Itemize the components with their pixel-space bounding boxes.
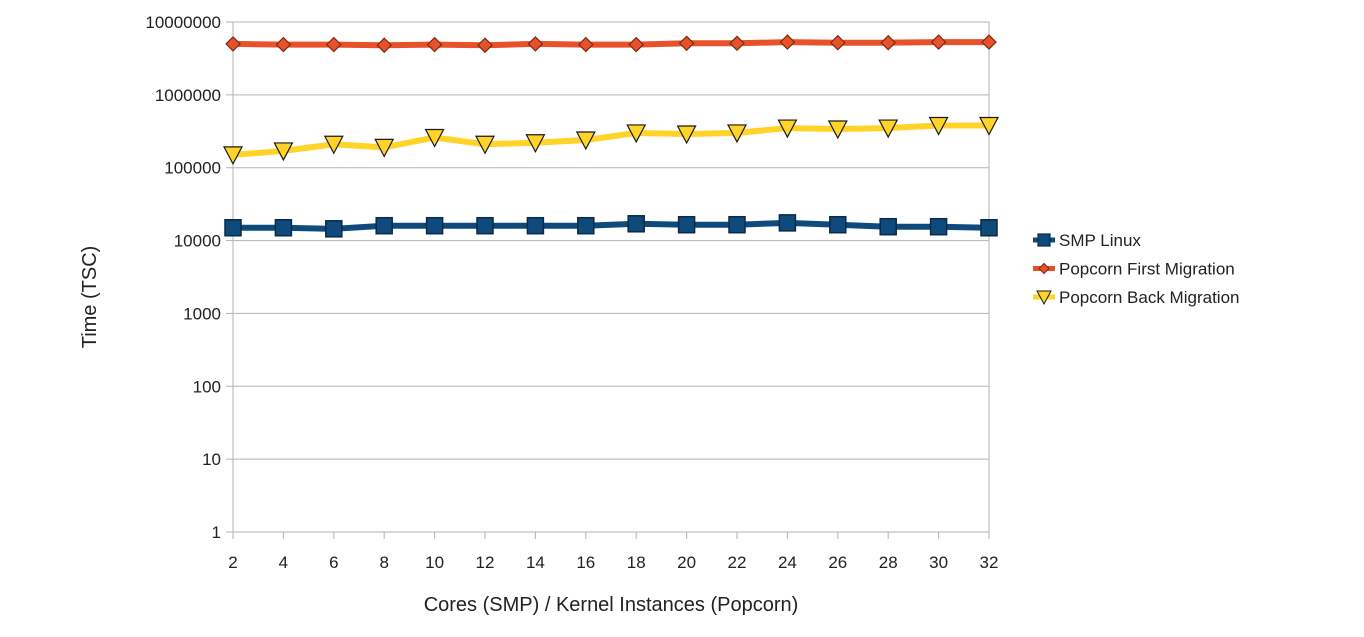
x-tick-label: 8	[379, 553, 388, 572]
y-tick-label: 10000000	[145, 13, 221, 32]
data-point	[274, 218, 293, 237]
data-point	[224, 218, 242, 237]
data-point	[424, 128, 445, 148]
legend-label: SMP Linux	[1059, 231, 1141, 250]
data-point	[829, 34, 846, 51]
x-tick-label: 2	[228, 553, 237, 572]
data-point	[628, 36, 645, 53]
series-smp-linux	[224, 214, 998, 238]
series-lines	[223, 34, 999, 238]
legend-marker	[1036, 290, 1052, 306]
data-point	[778, 214, 797, 232]
data-point	[375, 216, 393, 235]
data-point	[676, 125, 697, 145]
data-point	[477, 37, 493, 54]
y-tick-label: 100	[193, 377, 221, 396]
data-point	[476, 216, 494, 235]
data-point	[577, 36, 594, 53]
y-tick-label: 10	[202, 450, 221, 469]
legend-item: Popcorn First Migration	[1033, 260, 1235, 279]
x-tick-label: 22	[728, 553, 747, 572]
data-point	[981, 34, 997, 50]
y-axis-title: Time (TSC)	[79, 246, 101, 349]
data-point	[376, 37, 393, 54]
x-tick-label: 14	[526, 553, 545, 572]
series-popcorn-back-migration	[223, 116, 999, 166]
series-line	[232, 39, 989, 49]
x-tick-label: 18	[627, 553, 646, 572]
data-point	[323, 135, 344, 155]
x-tick-label: 12	[476, 553, 495, 572]
data-point	[425, 216, 444, 235]
data-point	[930, 34, 947, 50]
data-point	[325, 220, 343, 238]
x-tick-label: 20	[677, 553, 696, 572]
x-tick-label: 24	[778, 553, 797, 572]
legend-item: Popcorn Back Migration	[1033, 288, 1239, 307]
data-point	[880, 34, 897, 51]
data-point	[527, 36, 544, 52]
data-point	[929, 217, 948, 236]
data-point	[878, 119, 899, 139]
x-tick-label: 16	[576, 553, 595, 572]
legend-marker	[1037, 233, 1051, 247]
data-point	[979, 116, 999, 136]
y-tick-label: 100000	[164, 159, 221, 178]
x-axis-title: Cores (SMP) / Kernel Instances (Popcorn)	[424, 594, 799, 616]
data-point	[374, 138, 395, 158]
series-line	[232, 122, 989, 158]
x-tick-label: 28	[879, 553, 898, 572]
data-point	[980, 218, 998, 237]
data-point	[928, 116, 949, 136]
data-point	[627, 215, 645, 233]
series-popcorn-first-migration	[225, 34, 997, 54]
data-point	[426, 36, 443, 53]
data-point	[275, 36, 292, 53]
data-point	[526, 216, 545, 235]
legend-marker	[1038, 262, 1050, 275]
y-tick-label: 1000000	[155, 86, 221, 105]
data-point	[475, 135, 495, 155]
data-point	[273, 142, 294, 162]
y-tick-label: 1	[212, 523, 221, 542]
series-line	[233, 219, 990, 232]
legend: SMP Linux Popcorn First Migration Popcorn …	[1033, 231, 1239, 307]
data-point	[779, 34, 796, 50]
x-tick-label: 26	[828, 553, 847, 572]
data-point	[525, 134, 546, 154]
data-point	[728, 215, 746, 234]
data-point	[575, 131, 596, 151]
data-point	[626, 124, 647, 144]
data-point	[827, 120, 848, 140]
data-point	[678, 35, 695, 52]
x-tick-label: 10	[425, 553, 444, 572]
data-point	[829, 215, 847, 234]
y-tick-label: 1000	[183, 304, 221, 323]
y-tick-label: 10000	[174, 232, 221, 251]
data-point	[879, 217, 897, 236]
legend-item: SMP Linux	[1033, 231, 1141, 250]
data-point	[223, 146, 243, 166]
legend-label: Popcorn First Migration	[1059, 260, 1235, 279]
data-point	[325, 36, 342, 53]
data-point	[225, 36, 241, 52]
data-point	[727, 124, 747, 144]
data-point	[777, 119, 798, 139]
data-point	[577, 216, 595, 235]
plot-area-frame	[232, 21, 990, 533]
legend-label: Popcorn Back Migration	[1059, 288, 1239, 307]
data-point	[677, 215, 696, 234]
grid-lines	[233, 21, 989, 533]
x-tick-label: 30	[929, 553, 948, 572]
x-tick-label: 32	[980, 553, 999, 572]
x-tick-label: 6	[329, 553, 338, 572]
x-tick-label: 4	[279, 553, 288, 572]
data-point	[729, 35, 745, 52]
